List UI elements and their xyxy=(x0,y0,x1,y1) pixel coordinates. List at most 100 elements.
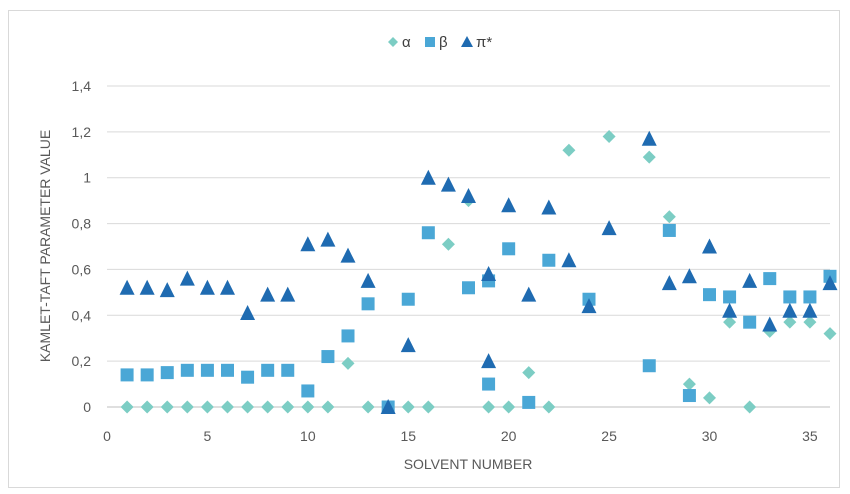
legend-label-pi-star: π* xyxy=(476,34,492,51)
point-pi-star xyxy=(742,272,758,288)
point-beta xyxy=(261,363,275,377)
point-beta xyxy=(763,272,777,286)
point-alpha xyxy=(562,143,576,157)
legend-label-beta: β xyxy=(439,34,448,51)
y-tick-labels: 0 0,2 0,4 0,6 0,8 1 1,2 1,4 xyxy=(72,78,92,415)
point-beta xyxy=(321,350,335,364)
point-alpha xyxy=(160,400,174,414)
point-alpha xyxy=(180,400,194,414)
point-alpha xyxy=(221,400,234,414)
point-pi-star xyxy=(461,188,476,204)
point-alpha xyxy=(361,400,375,414)
y-axis-title: KAMLET-TAFT PARAMETER VALUE xyxy=(37,130,53,362)
point-pi-star xyxy=(320,231,336,247)
point-alpha xyxy=(803,315,817,329)
point-pi-star xyxy=(581,298,597,314)
legend-marker-pi-star xyxy=(461,36,473,47)
point-pi-star xyxy=(501,197,517,213)
point-pi-star xyxy=(822,275,838,291)
legend: α β π* xyxy=(388,34,492,51)
x-tick-label: 35 xyxy=(802,428,818,444)
point-beta xyxy=(542,253,556,267)
point-beta xyxy=(241,370,255,384)
y-tick-label: 1,2 xyxy=(72,124,92,140)
x-tick-label: 30 xyxy=(702,428,718,444)
point-pi-star xyxy=(240,304,256,320)
point-alpha xyxy=(441,237,455,251)
point-alpha xyxy=(281,400,295,414)
y-tick-label: 0,4 xyxy=(72,307,92,323)
point-beta xyxy=(180,363,194,377)
point-alpha xyxy=(703,391,716,405)
x-tick-labels: 0 5 10 15 20 25 30 35 xyxy=(103,428,818,444)
point-pi-star xyxy=(802,302,818,318)
point-pi-star xyxy=(481,353,497,369)
point-beta xyxy=(221,363,234,377)
data-points xyxy=(119,129,838,414)
point-beta xyxy=(783,290,797,304)
point-beta xyxy=(281,363,295,377)
point-alpha xyxy=(401,400,415,414)
x-tick-label: 10 xyxy=(300,428,316,444)
x-tick-label: 20 xyxy=(501,428,517,444)
point-beta xyxy=(401,292,415,306)
point-alpha xyxy=(783,315,797,329)
point-pi-star xyxy=(300,236,316,252)
point-alpha xyxy=(823,327,837,341)
point-alpha xyxy=(200,400,214,414)
legend-item-pi-star: π* xyxy=(461,34,492,51)
point-alpha xyxy=(261,400,275,414)
point-beta xyxy=(502,242,516,256)
point-alpha xyxy=(522,366,536,380)
series-alpha xyxy=(120,129,837,414)
point-alpha xyxy=(341,356,355,370)
y-tick-label: 0,2 xyxy=(72,353,92,369)
point-alpha xyxy=(301,400,315,414)
point-beta xyxy=(682,389,696,403)
point-alpha xyxy=(482,400,496,414)
point-beta xyxy=(642,359,656,373)
x-tick-label: 0 xyxy=(103,428,111,444)
y-tick-label: 0 xyxy=(83,399,91,415)
point-pi-star xyxy=(199,279,215,295)
point-pi-star xyxy=(380,399,396,414)
point-alpha xyxy=(421,400,435,414)
point-beta xyxy=(803,290,817,304)
point-pi-star xyxy=(641,130,657,146)
point-alpha xyxy=(542,400,556,414)
point-beta xyxy=(522,395,536,409)
point-beta xyxy=(361,297,375,311)
point-beta xyxy=(140,368,154,382)
point-alpha xyxy=(140,400,154,414)
gridlines xyxy=(107,85,830,408)
point-alpha xyxy=(502,400,516,414)
point-pi-star xyxy=(260,286,276,302)
point-pi-star xyxy=(440,176,456,192)
point-pi-star xyxy=(521,286,537,302)
point-pi-star xyxy=(481,266,497,282)
point-pi-star xyxy=(661,275,677,291)
point-beta xyxy=(662,223,676,237)
legend-item-alpha: α xyxy=(388,34,411,51)
point-pi-star xyxy=(340,247,356,263)
point-beta xyxy=(421,226,435,240)
point-alpha xyxy=(602,129,616,143)
point-beta xyxy=(301,384,315,398)
point-pi-star xyxy=(179,270,195,286)
point-beta xyxy=(160,366,174,380)
point-pi-star xyxy=(782,302,798,318)
point-alpha xyxy=(120,400,134,414)
point-alpha xyxy=(723,315,737,329)
point-alpha xyxy=(743,400,757,414)
point-pi-star xyxy=(360,272,376,288)
x-axis-title: SOLVENT NUMBER xyxy=(404,456,533,472)
point-beta xyxy=(200,363,214,377)
point-beta xyxy=(723,290,737,304)
series-beta xyxy=(120,223,837,414)
legend-item-beta: β xyxy=(425,34,448,51)
point-pi-star xyxy=(280,286,296,302)
point-alpha xyxy=(321,400,335,414)
legend-marker-alpha xyxy=(388,37,398,47)
point-pi-star xyxy=(159,282,175,298)
point-alpha xyxy=(662,210,676,224)
